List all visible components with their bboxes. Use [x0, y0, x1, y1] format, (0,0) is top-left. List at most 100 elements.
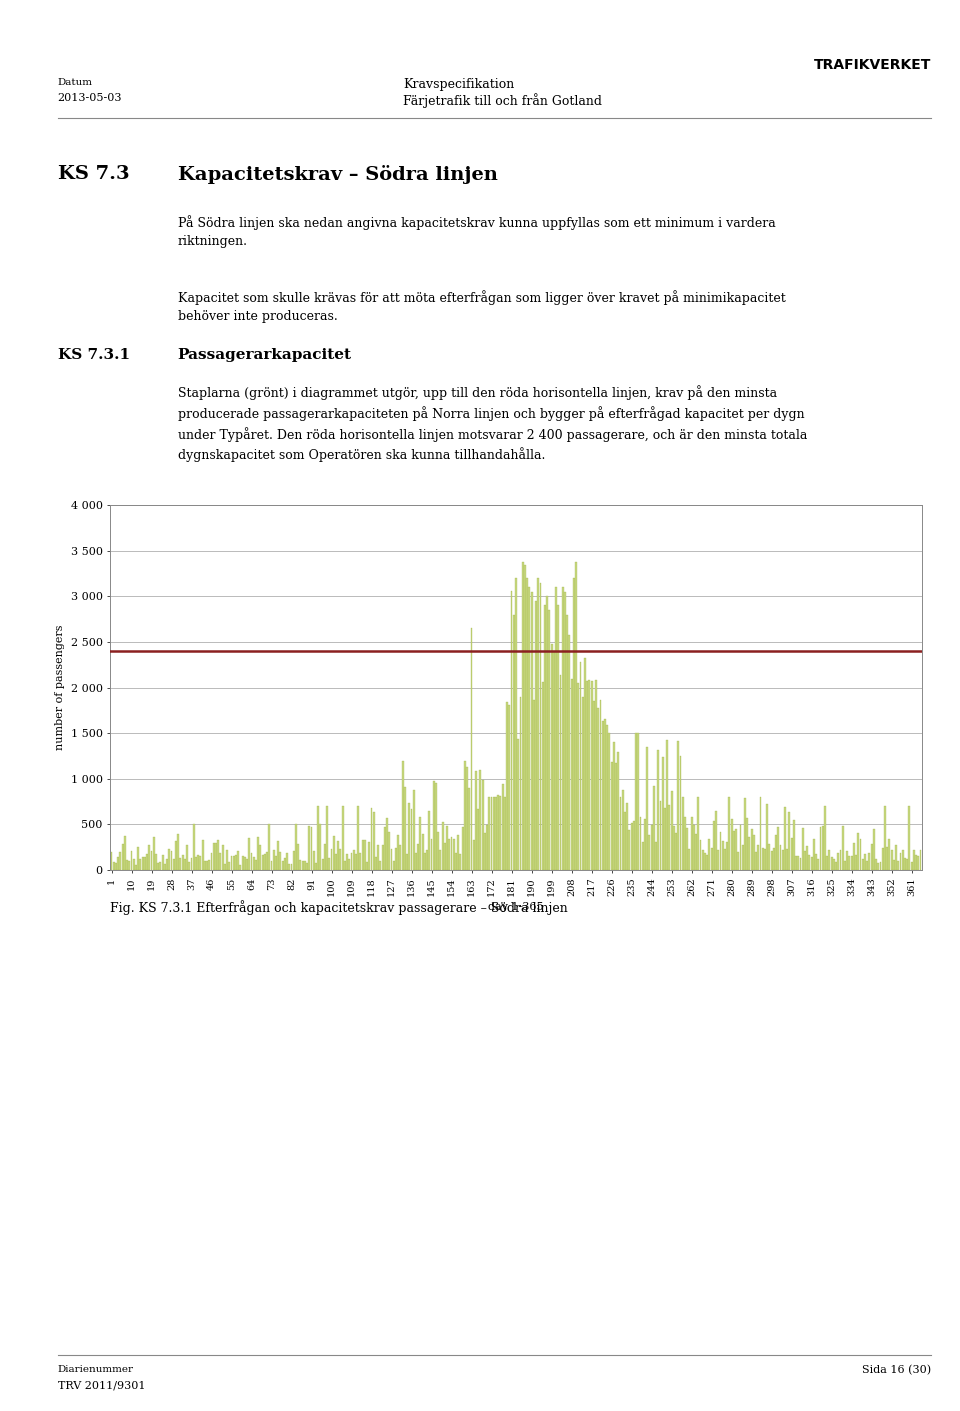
Bar [713, 821, 715, 871]
Bar [842, 827, 844, 871]
Bar [753, 835, 755, 871]
Bar [371, 809, 372, 871]
Text: Kapacitetskrav – Södra linjen: Kapacitetskrav – Södra linjen [178, 165, 497, 183]
Bar [217, 840, 219, 871]
Bar [193, 824, 195, 871]
Bar [871, 844, 873, 871]
Y-axis label: number of passengers: number of passengers [56, 625, 65, 751]
Bar [682, 797, 684, 871]
Bar [129, 861, 131, 871]
Bar [802, 828, 804, 871]
Bar [151, 851, 153, 871]
Bar [720, 831, 721, 871]
Bar [335, 855, 337, 871]
Bar [788, 813, 790, 871]
Bar [144, 856, 146, 871]
Bar [653, 786, 655, 871]
Bar [577, 683, 579, 871]
Bar [913, 851, 915, 871]
Bar [115, 862, 117, 871]
Bar [602, 721, 604, 871]
Bar [693, 825, 695, 871]
Bar [200, 856, 202, 871]
Bar [830, 856, 832, 871]
Bar [641, 842, 643, 871]
Bar [210, 852, 212, 871]
Bar [804, 851, 805, 871]
Bar [612, 742, 614, 871]
Bar [157, 862, 159, 871]
Bar [626, 803, 628, 871]
Bar [457, 835, 459, 871]
Bar [424, 852, 426, 871]
Bar [664, 809, 666, 871]
Bar [340, 848, 342, 871]
Bar [541, 682, 543, 871]
Bar [560, 674, 562, 871]
Bar [504, 797, 506, 871]
Bar [526, 579, 528, 871]
Bar [568, 635, 570, 871]
Bar [810, 858, 812, 871]
Bar [421, 834, 423, 871]
Bar [680, 755, 682, 871]
Bar [531, 591, 533, 871]
Bar [749, 837, 751, 871]
Bar [446, 825, 448, 871]
Bar [768, 844, 770, 871]
X-axis label: day 1-365: day 1-365 [489, 902, 543, 912]
Bar [304, 861, 306, 871]
Bar [186, 845, 188, 871]
Bar [564, 591, 565, 871]
Bar [178, 834, 180, 871]
Bar [413, 790, 415, 871]
Bar [486, 825, 488, 871]
Bar [126, 859, 128, 871]
Bar [484, 834, 486, 871]
Bar [119, 851, 121, 871]
Bar [908, 806, 910, 871]
Bar [781, 851, 783, 871]
Bar [222, 845, 224, 871]
Bar [622, 790, 624, 871]
Bar [644, 818, 646, 871]
Bar [379, 861, 381, 871]
Bar [384, 827, 386, 871]
Bar [322, 859, 324, 871]
Bar [350, 852, 352, 871]
Bar [793, 820, 795, 871]
Bar [300, 861, 301, 871]
Bar [362, 840, 364, 871]
Bar [551, 645, 553, 871]
Bar [715, 811, 717, 871]
Bar [915, 855, 917, 871]
Bar [460, 855, 462, 871]
Bar [658, 751, 660, 871]
Bar [220, 854, 222, 871]
Bar [553, 650, 555, 871]
Bar [562, 587, 564, 871]
Bar [784, 807, 786, 871]
Bar [227, 849, 228, 871]
Bar [364, 841, 366, 871]
Bar [275, 855, 276, 871]
Bar [708, 840, 710, 871]
Bar [587, 682, 588, 871]
Bar [228, 862, 230, 871]
Bar [366, 862, 368, 871]
Bar [308, 825, 310, 871]
Bar [235, 855, 237, 871]
Bar [739, 825, 741, 871]
Bar [895, 845, 897, 871]
Bar [475, 770, 477, 871]
Bar [844, 861, 846, 871]
Bar [795, 855, 797, 871]
Bar [761, 848, 763, 871]
Bar [920, 851, 922, 871]
Text: Diarienummer: Diarienummer [58, 1364, 133, 1374]
Bar [153, 837, 155, 871]
Bar [597, 708, 599, 871]
Bar [420, 817, 421, 871]
Bar [382, 845, 384, 871]
Bar [237, 851, 239, 871]
